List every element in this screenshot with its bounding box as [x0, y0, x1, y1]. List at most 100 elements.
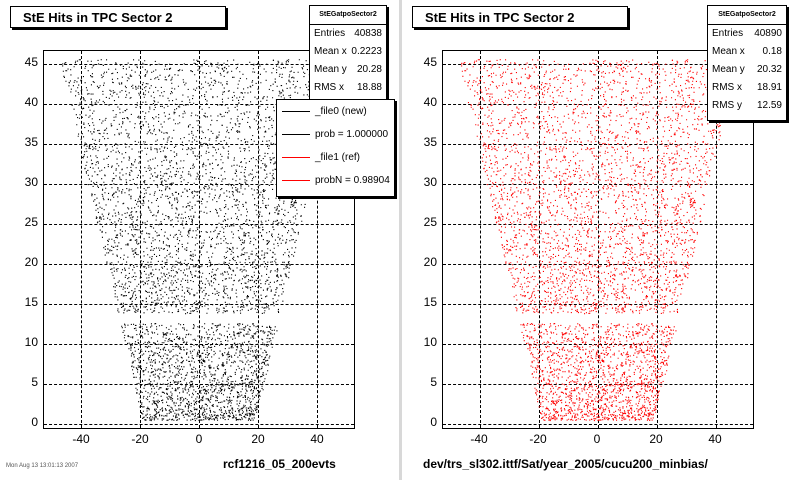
stats-label: Mean y — [712, 64, 745, 75]
y-tick-label: 20 — [24, 255, 38, 269]
stats-label: RMS x — [314, 82, 344, 93]
stats-row: Mean y 20.32 — [708, 61, 786, 79]
x-tick-label: 0 — [593, 432, 601, 446]
x-tick-label: -20 — [131, 432, 149, 446]
grid-line — [443, 304, 753, 305]
x-tick-label: 40 — [708, 432, 722, 446]
stats-label: Mean x — [712, 46, 745, 57]
stats-value: 40838 — [354, 28, 382, 39]
grid-line — [140, 51, 141, 428]
grid-line — [317, 51, 318, 428]
grid-line — [44, 304, 354, 305]
y-tick-label: 45 — [423, 55, 437, 69]
legend-entry: _file0 (new) — [277, 100, 394, 123]
y-tick-label: 35 — [423, 135, 437, 149]
y-tick-label: 25 — [24, 215, 38, 229]
grid-line — [199, 51, 200, 428]
grid-line — [443, 104, 753, 105]
grid-line — [443, 64, 753, 65]
legend-entry: prob = 1.000000 — [277, 123, 394, 146]
grid-line — [258, 51, 259, 428]
grid-line — [44, 424, 354, 425]
stats-box: StEGatpoSector2 Entries 40890 Mean x 0.18 … — [707, 5, 787, 121]
stats-value: 0.18 — [762, 46, 782, 57]
grid-line — [443, 424, 753, 425]
run-caption: dev/trs_sl302.ittf/Sat/year_2005/cucu200… — [423, 457, 708, 471]
y-tick-label: 30 — [423, 175, 437, 189]
x-tick-label: 0 — [195, 432, 203, 446]
stats-name: StEGatpoSector2 — [708, 6, 786, 25]
grid-line — [443, 144, 753, 145]
grid-line — [44, 144, 354, 145]
legend-line-swatch — [282, 134, 310, 135]
legend-entry: _file1 (ref) — [277, 146, 394, 169]
grid-line — [443, 184, 753, 185]
legend-text: probN = 0.98904 — [315, 175, 390, 186]
left-canvas: StE Hits in TPC Sector 2 45 40 35 30 25 … — [0, 0, 398, 480]
stats-row: RMS y 12.59 — [708, 97, 786, 115]
x-tick-label: 20 — [251, 432, 265, 446]
stats-label: Entries — [314, 28, 346, 39]
plot-title: StE Hits in TPC Sector 2 — [412, 6, 628, 28]
panel-divider — [399, 0, 402, 480]
x-tick-label: 20 — [649, 432, 663, 446]
y-tick-label: 40 — [423, 95, 437, 109]
stats-value: 0.2223 — [351, 46, 382, 57]
legend-text: _file1 (ref) — [315, 152, 361, 163]
y-tick-label: 30 — [24, 175, 38, 189]
stats-box: StEGatpoSector2 Entries 40838 Mean x 0.222… — [309, 5, 387, 104]
x-tick-label: -40 — [72, 432, 90, 446]
x-tick-label: -20 — [529, 432, 547, 446]
legend-text: prob = 1.000000 — [315, 129, 389, 140]
grid-line — [44, 264, 354, 265]
grid-line — [44, 184, 354, 185]
legend-line-swatch — [282, 180, 310, 181]
run-caption: rcf1216_05_200evts — [223, 457, 336, 471]
stats-row: RMS x 18.91 — [708, 79, 786, 97]
y-tick-label: 35 — [24, 135, 38, 149]
right-canvas: StE Hits in TPC Sector 2 45 40 35 30 25 … — [402, 0, 800, 480]
y-tick-label: 10 — [24, 335, 38, 349]
stats-value: 18.88 — [356, 82, 382, 93]
stats-name: StEGatpoSector2 — [310, 6, 386, 25]
plot-area — [442, 50, 754, 429]
timestamp: Mon Aug 13 13:01:13 2007 — [6, 463, 79, 469]
grid-line — [443, 264, 753, 265]
x-tick-label: 40 — [310, 432, 324, 446]
y-tick-label: 5 — [430, 375, 437, 389]
legend-box: _file0 (new) prob = 1.000000 _file1 (ref… — [276, 99, 395, 197]
grid-line — [44, 64, 354, 65]
stats-label: RMS y — [712, 100, 742, 111]
y-tick-label: 15 — [24, 295, 38, 309]
legend-line-swatch — [282, 157, 310, 158]
stats-value: 20.32 — [756, 64, 782, 75]
y-tick-label: 0 — [430, 415, 437, 429]
stats-label: Entries — [712, 28, 744, 39]
y-tick-label: 10 — [423, 335, 437, 349]
legend-line-swatch — [282, 111, 310, 112]
stats-row: Entries 40890 — [708, 25, 786, 43]
y-tick-label: 20 — [423, 255, 437, 269]
y-tick-label: 5 — [31, 375, 38, 389]
legend-entry: probN = 0.98904 — [277, 169, 394, 192]
stats-row: Mean x 0.18 — [708, 43, 786, 61]
stats-value: 40890 — [754, 28, 782, 39]
y-tick-label: 40 — [24, 95, 38, 109]
stats-label: Mean x — [314, 46, 347, 57]
grid-line — [598, 51, 599, 428]
stats-row: Mean x 0.2223 — [310, 43, 386, 61]
stats-row: Mean y 20.28 — [310, 61, 386, 79]
y-tick-label: 15 — [423, 295, 437, 309]
legend-text: _file0 (new) — [315, 106, 367, 117]
grid-line — [480, 51, 481, 428]
grid-line — [716, 51, 717, 428]
plot-title: StE Hits in TPC Sector 2 — [10, 6, 226, 28]
stats-label: Mean y — [314, 64, 347, 75]
x-tick-label: -40 — [470, 432, 488, 446]
grid-line — [443, 384, 753, 385]
grid-line — [44, 384, 354, 385]
grid-line — [539, 51, 540, 428]
grid-line — [44, 104, 354, 105]
y-tick-label: 45 — [24, 55, 38, 69]
grid-line — [81, 51, 82, 428]
